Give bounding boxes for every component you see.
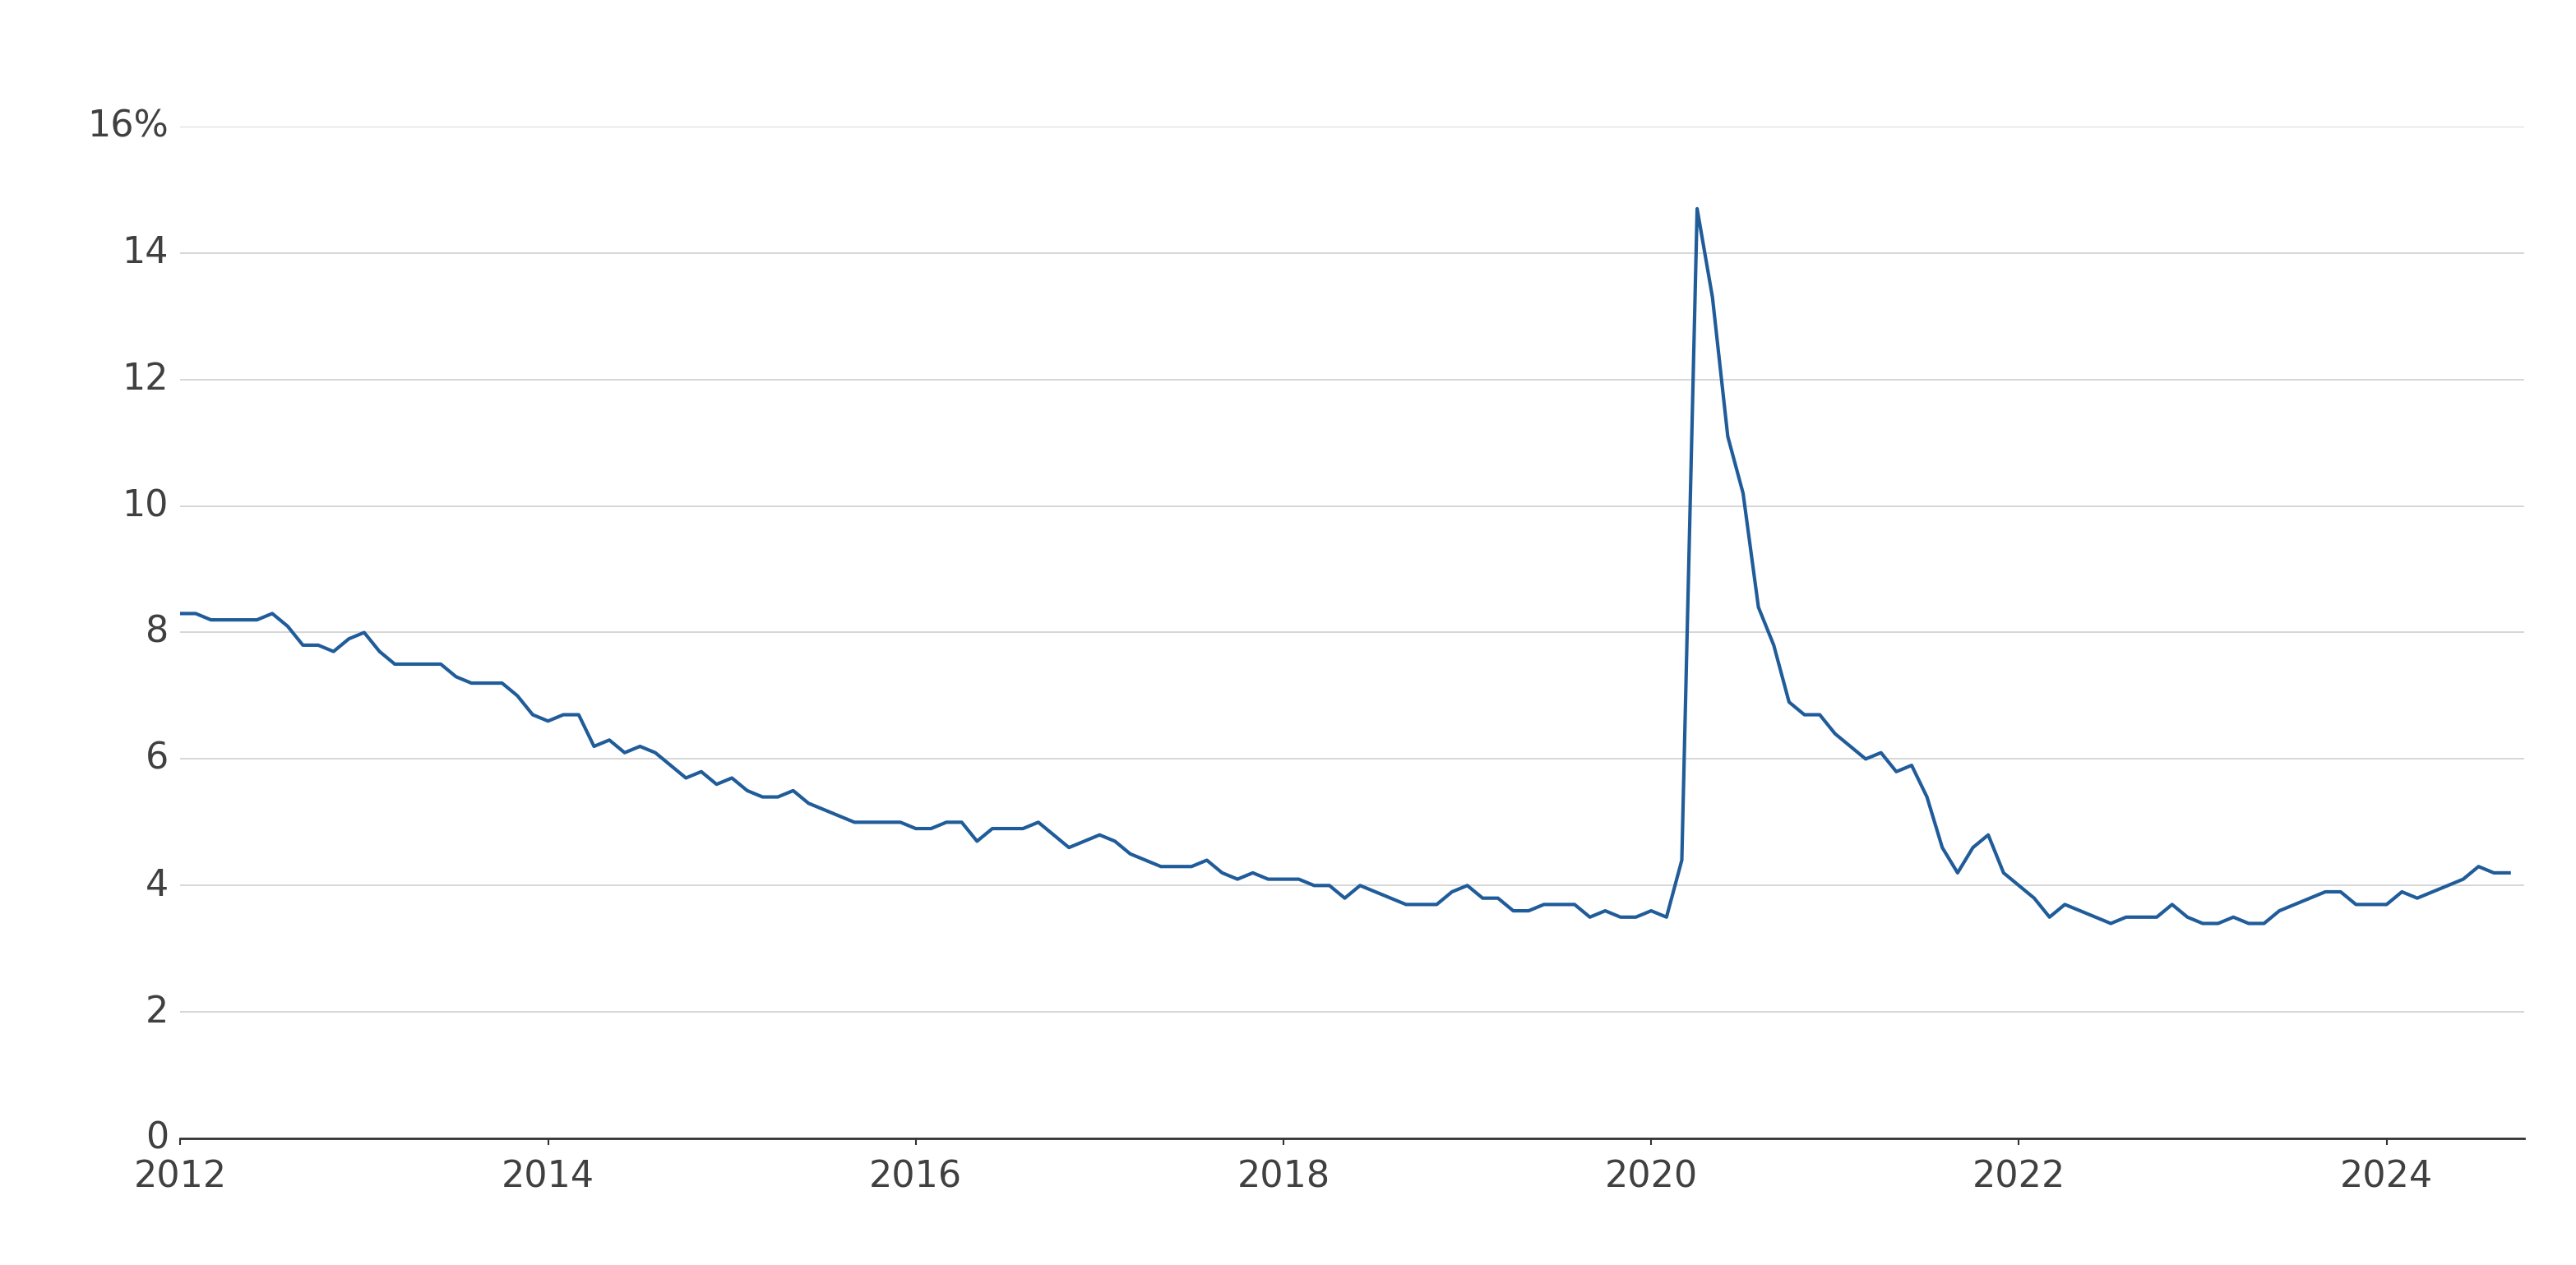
Text: 6: 6 <box>144 741 167 777</box>
Text: 4: 4 <box>144 868 167 903</box>
Text: 8: 8 <box>144 615 167 650</box>
Text: 10: 10 <box>121 488 167 524</box>
Text: 12: 12 <box>121 362 167 397</box>
Text: 0: 0 <box>144 1121 167 1156</box>
Text: 16%: 16% <box>88 109 167 144</box>
Text: 2: 2 <box>144 994 167 1030</box>
Text: 14: 14 <box>121 235 167 271</box>
